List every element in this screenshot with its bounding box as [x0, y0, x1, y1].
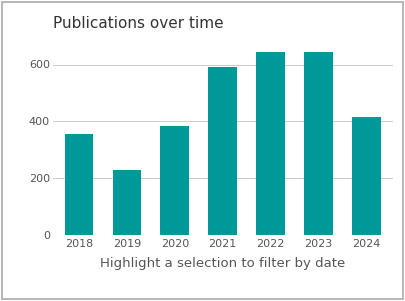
Bar — [65, 134, 94, 235]
Bar — [113, 170, 141, 235]
Bar — [256, 52, 285, 235]
Bar — [209, 67, 237, 235]
Text: Publications over time: Publications over time — [53, 16, 223, 31]
Bar — [304, 52, 333, 235]
Bar — [352, 117, 381, 235]
Bar — [160, 126, 189, 235]
X-axis label: Highlight a selection to filter by date: Highlight a selection to filter by date — [100, 257, 345, 270]
